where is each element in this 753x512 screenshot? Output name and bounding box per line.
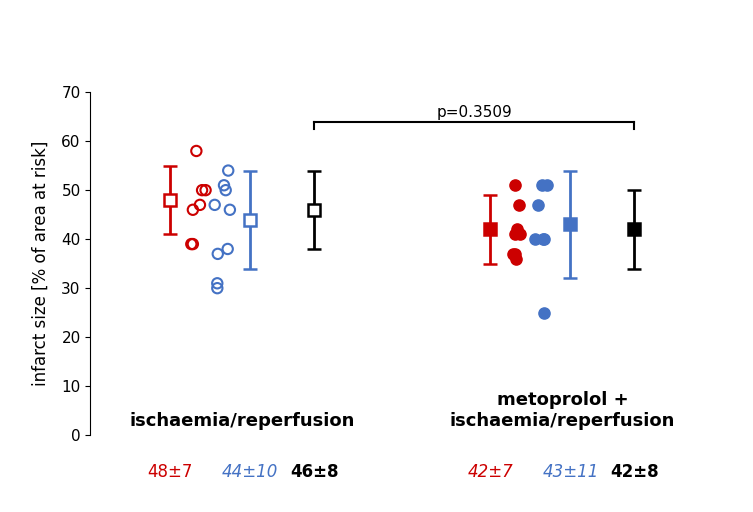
Point bbox=[509, 230, 521, 239]
Point bbox=[529, 235, 541, 243]
Point bbox=[224, 206, 236, 214]
Point bbox=[511, 225, 523, 233]
Point bbox=[509, 250, 521, 258]
Point bbox=[532, 201, 544, 209]
Point bbox=[537, 235, 549, 243]
Text: 44±10: 44±10 bbox=[222, 463, 279, 481]
Text: metoprolol +
ischaemia/reperfusion: metoprolol + ischaemia/reperfusion bbox=[450, 391, 675, 430]
Point bbox=[541, 181, 553, 189]
Text: 42±8: 42±8 bbox=[610, 463, 659, 481]
Point bbox=[514, 230, 526, 239]
Point bbox=[509, 181, 521, 189]
Point bbox=[191, 147, 203, 155]
Y-axis label: infarct size [% of area at risk]: infarct size [% of area at risk] bbox=[32, 141, 50, 387]
Text: p=0.3509: p=0.3509 bbox=[437, 104, 512, 120]
Text: ischaemia/reperfusion: ischaemia/reperfusion bbox=[130, 412, 355, 430]
Point bbox=[187, 206, 199, 214]
Point bbox=[507, 250, 519, 258]
Text: 48±7: 48±7 bbox=[148, 463, 193, 481]
Point bbox=[209, 201, 221, 209]
Point bbox=[538, 309, 550, 317]
Point bbox=[200, 186, 212, 194]
Point bbox=[538, 235, 550, 243]
Point bbox=[221, 245, 233, 253]
Point bbox=[535, 181, 547, 189]
Point bbox=[187, 240, 199, 248]
Point bbox=[218, 181, 230, 189]
Point bbox=[212, 284, 224, 292]
Point bbox=[511, 254, 523, 263]
Point bbox=[513, 201, 525, 209]
Point bbox=[196, 186, 208, 194]
Text: 43±11: 43±11 bbox=[542, 463, 599, 481]
Point bbox=[194, 201, 206, 209]
Point bbox=[212, 250, 224, 258]
Point bbox=[212, 279, 224, 287]
Point bbox=[222, 166, 234, 175]
Point bbox=[220, 186, 232, 194]
Text: 46±8: 46±8 bbox=[290, 463, 339, 481]
Text: 42±7: 42±7 bbox=[468, 463, 514, 481]
Point bbox=[185, 240, 197, 248]
